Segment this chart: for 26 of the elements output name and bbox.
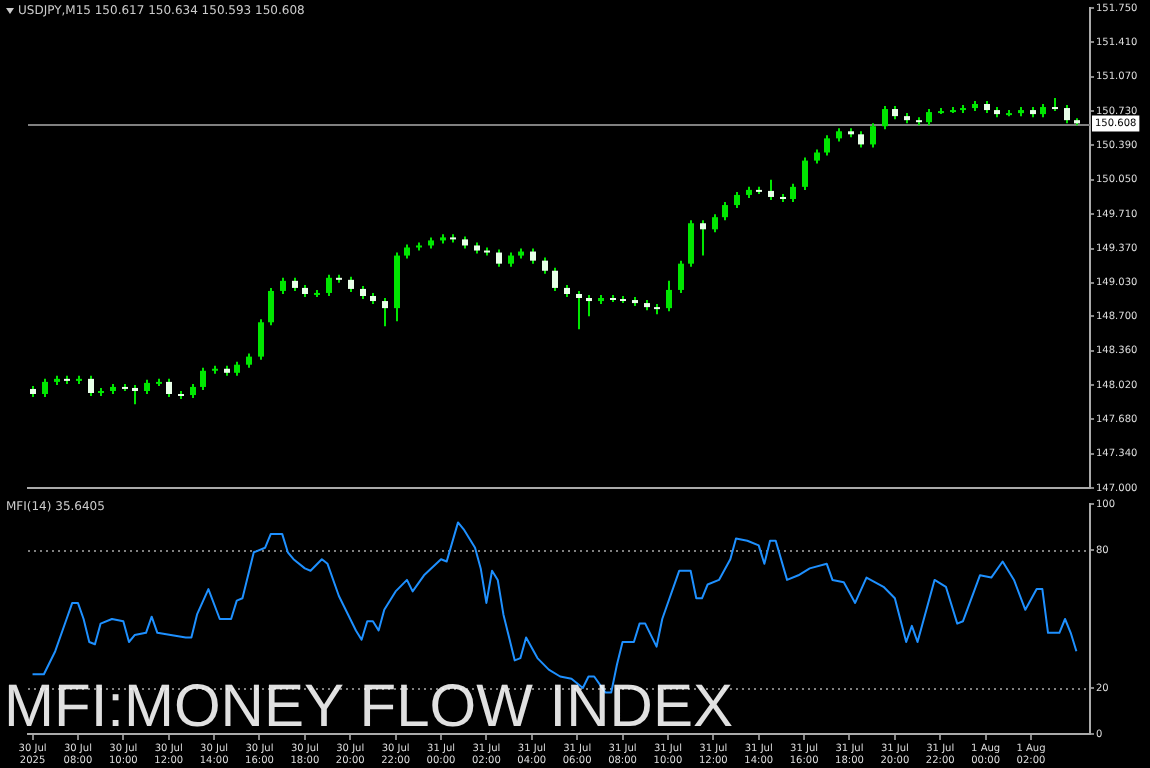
candlestick <box>768 178 774 201</box>
annotation: MFI:MONEY FLOW INDEX <box>4 674 733 740</box>
candlestick <box>722 201 728 222</box>
candlestick <box>882 105 888 131</box>
candlestick <box>666 279 672 313</box>
candlestick <box>688 219 694 268</box>
candlestick <box>552 266 558 292</box>
candlestick <box>802 156 808 191</box>
candlestick <box>200 366 206 391</box>
candlestick <box>326 273 332 297</box>
candlestick <box>712 213 718 234</box>
candlestick <box>42 377 48 399</box>
candlestick <box>88 374 94 398</box>
candlestick <box>586 293 592 318</box>
candlestick <box>700 219 706 257</box>
candlestick <box>132 383 138 406</box>
candlestick <box>166 377 172 399</box>
candlestick <box>258 318 264 361</box>
candlestick <box>678 259 684 294</box>
candlestick <box>382 297 388 328</box>
candlestick <box>268 286 274 327</box>
candlestick <box>576 289 582 331</box>
candlestick <box>870 122 876 149</box>
candlestick <box>1064 104 1070 125</box>
candlestick <box>790 182 796 204</box>
candlestick <box>824 134 830 157</box>
